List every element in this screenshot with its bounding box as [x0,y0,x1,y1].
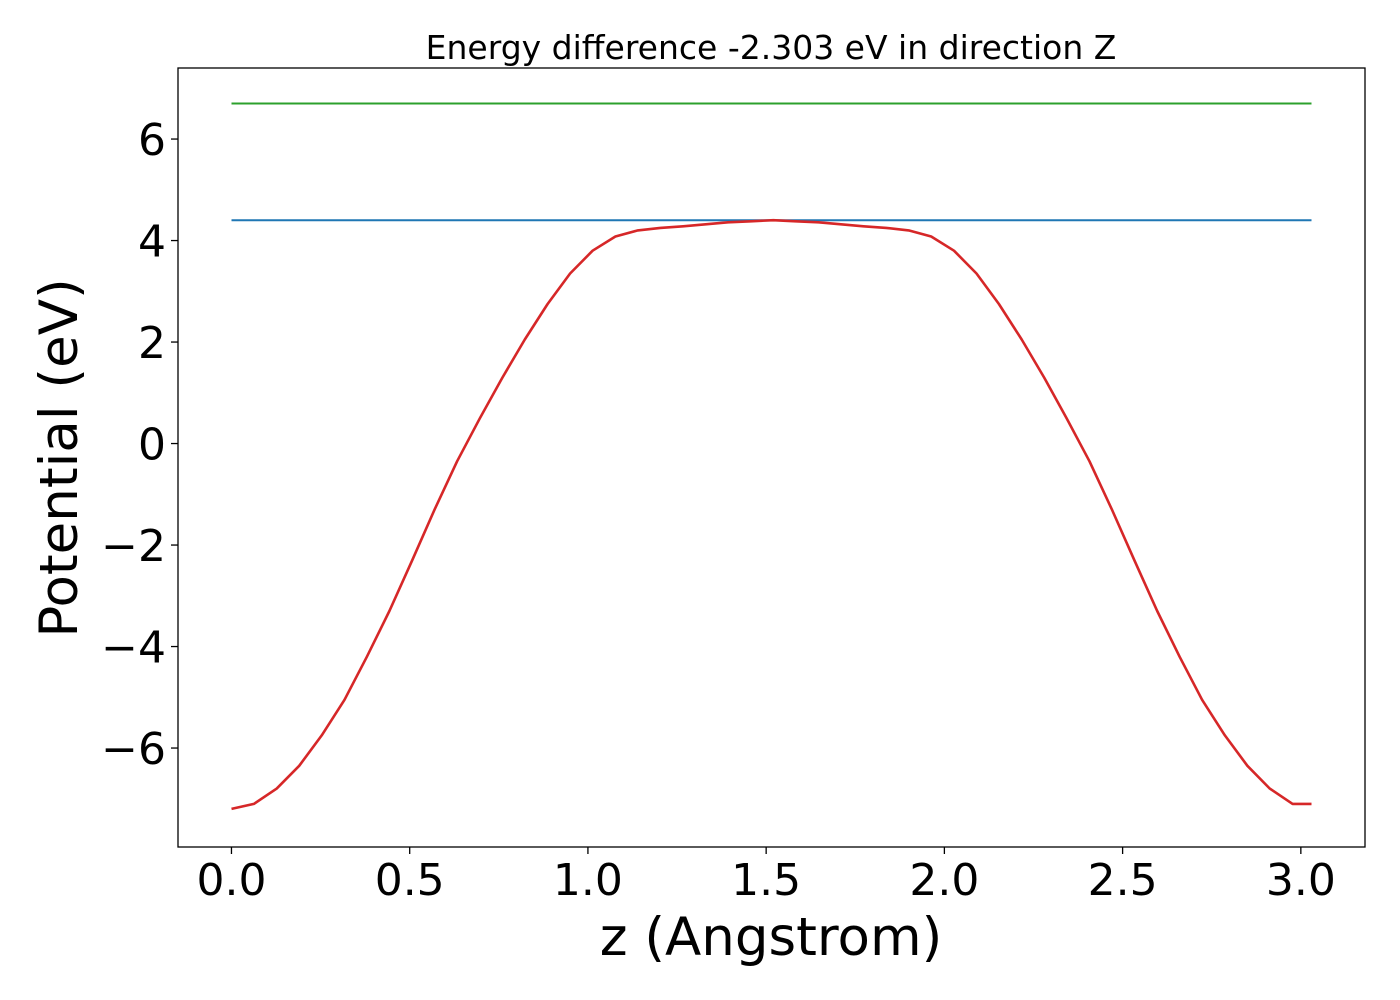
x-tick-label: 2.5 [1088,855,1158,906]
y-tick-label: −6 [101,724,166,775]
y-tick-label: −2 [101,521,166,572]
series-layer [231,102,1312,811]
x-tick-label: 0.0 [196,855,266,906]
plot-area-frame [177,67,1366,848]
x-axis-ticks: 0.0 0.5 1.0 1.5 2.0 2.5 3.0 [196,847,1336,906]
x-axis-title: z (Angstrom) [600,907,943,968]
x-tick-label: 1.5 [731,855,801,906]
y-tick-label: 6 [138,115,166,166]
x-tick-label: 0.5 [375,855,445,906]
y-axis-ticks: −6 −4 −2 0 2 4 6 [101,115,178,775]
y-tick-label: 0 [138,420,166,471]
series-line-3 [231,218,1312,811]
y-tick-label: 2 [138,318,166,369]
x-tick-label: 2.0 [909,855,979,906]
x-tick-label: 1.0 [553,855,623,906]
x-tick-label: 3.0 [1266,855,1336,906]
y-axis-title: Potential (eV) [29,278,90,637]
y-tick-label: −4 [101,623,166,674]
y-tick-label: 4 [138,217,166,268]
chart-title: Energy difference -2.303 eV in direction… [426,28,1117,67]
